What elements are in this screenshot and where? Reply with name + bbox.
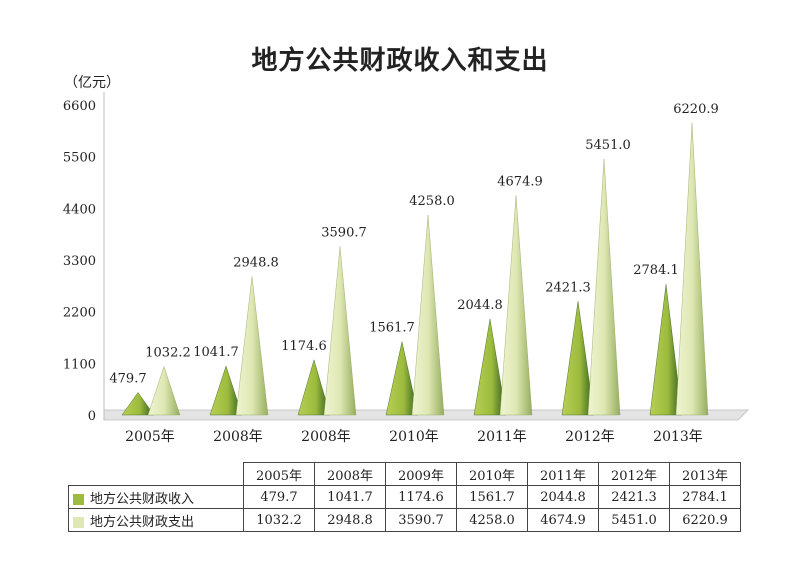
- x-tick-label: 2008年: [301, 429, 351, 445]
- expenditure-cone: [587, 158, 621, 416]
- expenditure-value-label: 1032.2: [145, 346, 191, 361]
- table-cell: 6220.9: [669, 508, 741, 532]
- legend-income: 地方公共财政收入: [68, 485, 244, 509]
- table-year: 2010年: [456, 462, 528, 486]
- value-labels: 479.7 1032.2 1041.7 2948.8 1174.6 3590.7 1561.…: [109, 102, 718, 387]
- table-year: 2008年: [314, 462, 386, 486]
- expenditure-cone: [323, 246, 357, 416]
- chart-title: 地方公共财政收入和支出: [251, 46, 549, 76]
- income-cone: [121, 392, 155, 416]
- table-year: 2005年: [243, 462, 315, 486]
- data-table: 2005年 2008年 2009年 2010年 2011年 2012年 2013…: [68, 462, 741, 532]
- table-cell: 2948.8: [314, 508, 386, 532]
- table-cell: 1041.7: [314, 485, 386, 509]
- table-row-expenditure: 地方公共财政支出 1032.2 2948.8 3590.7 4258.0 467…: [68, 508, 741, 532]
- table-cell: 3590.7: [385, 508, 457, 532]
- x-tick-label: 2008年: [213, 429, 263, 445]
- y-axis-unit: （亿元）: [64, 75, 120, 91]
- table-cell: 1561.7: [456, 485, 528, 509]
- expenditure-value-label: 6220.9: [673, 102, 719, 117]
- y-tick-label: 3300: [63, 254, 96, 269]
- x-tick-label: 2012年: [565, 429, 615, 445]
- y-tick-label: 5500: [63, 151, 96, 166]
- x-tick-labels: 2005年 2008年 2008年 2010年 2011年 2012年 2013年: [125, 429, 703, 445]
- y-tick-labels: 0 1100 2200 3300 4400 5500 6600: [63, 99, 96, 424]
- table-year: 2012年: [598, 462, 670, 486]
- income-cone: [473, 318, 507, 416]
- expenditure-value-label: 2948.8: [233, 255, 279, 270]
- y-tick-label: 1100: [63, 357, 96, 372]
- data-table-header: 2005年 2008年 2009年 2010年 2011年 2012年 2013…: [68, 462, 741, 486]
- legend-label-expenditure: 地方公共财政支出: [90, 514, 195, 530]
- income-value-label: 1561.7: [369, 321, 415, 336]
- table-year: 2009年: [385, 462, 457, 486]
- expenditure-cone: [147, 365, 181, 416]
- table-cell: 5451.0: [598, 508, 670, 532]
- expenditure-cone: [499, 195, 533, 416]
- income-value-label: 2421.3: [545, 280, 591, 295]
- income-cone: [209, 365, 243, 416]
- legend-expenditure: 地方公共财政支出: [68, 508, 244, 532]
- y-tick-label: 6600: [63, 99, 96, 114]
- income-value-label: 1041.7: [193, 345, 239, 360]
- income-cone: [649, 284, 683, 416]
- income-value-label: 479.7: [109, 371, 146, 386]
- income-value-label: 2784.1: [633, 263, 679, 278]
- x-tick-label: 2013年: [653, 429, 703, 445]
- income-cone: [385, 341, 419, 416]
- legend-label-income: 地方公共财政收入: [90, 491, 195, 507]
- expenditure-cone: [411, 214, 445, 416]
- legend-swatch-income: [73, 493, 84, 505]
- cone-series: [121, 122, 709, 416]
- x-tick-label: 2005年: [125, 429, 175, 445]
- expenditure-value-label: 5451.0: [585, 138, 631, 153]
- table-cell: 4258.0: [456, 508, 528, 532]
- income-value-label: 1174.6: [281, 339, 327, 354]
- table-cell: 2044.8: [527, 485, 599, 509]
- expenditure-value-label: 4258.0: [409, 194, 455, 209]
- y-tick-label: 2200: [63, 306, 96, 321]
- income-value-label: 2044.8: [457, 298, 503, 313]
- table-cell: 2421.3: [598, 485, 670, 509]
- income-cone: [561, 301, 595, 416]
- legend-swatch-expenditure: [73, 516, 84, 528]
- income-cone: [297, 359, 331, 416]
- x-tick-label: 2010年: [389, 429, 439, 445]
- table-cell: 479.7: [243, 485, 315, 509]
- cone-chart: 0 1100 2200 3300 4400 5500 6600 479.7 1032.2 104…: [63, 92, 750, 445]
- expenditure-value-label: 3590.7: [321, 225, 367, 240]
- table-row-income: 地方公共财政收入 479.7 1041.7 1174.6 1561.7 2044…: [68, 485, 741, 509]
- table-cell: 4674.9: [527, 508, 599, 532]
- expenditure-cone: [235, 276, 269, 416]
- table-year: 2013年: [669, 462, 741, 486]
- table-corner: [68, 462, 244, 486]
- y-tick-label: 0: [88, 409, 96, 424]
- y-tick-label: 4400: [63, 202, 96, 217]
- expenditure-value-label: 4674.9: [497, 174, 543, 189]
- table-year: 2011年: [527, 462, 599, 486]
- table-cell: 2784.1: [669, 485, 741, 509]
- table-cell: 1032.2: [243, 508, 315, 532]
- expenditure-cone: [675, 122, 709, 416]
- x-tick-label: 2011年: [477, 429, 527, 445]
- table-cell: 1174.6: [385, 485, 457, 509]
